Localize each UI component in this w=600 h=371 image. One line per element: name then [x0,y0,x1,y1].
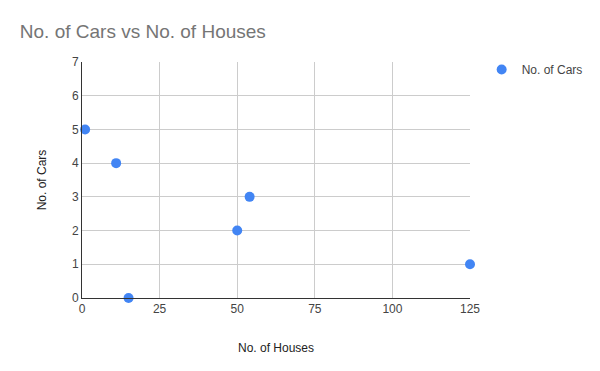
svg-text:25: 25 [153,302,167,316]
svg-text:50: 50 [231,302,245,316]
svg-text:0: 0 [79,302,86,316]
svg-text:No. of Cars vs No. of Houses: No. of Cars vs No. of Houses [20,21,266,42]
svg-text:0: 0 [72,291,79,305]
svg-text:75: 75 [308,302,322,316]
svg-text:1: 1 [72,257,79,271]
svg-text:5: 5 [72,123,79,137]
svg-text:No. of Cars: No. of Cars [35,150,49,211]
svg-text:No. of Cars: No. of Cars [522,63,583,77]
svg-text:7: 7 [72,55,79,69]
svg-text:125: 125 [460,302,480,316]
svg-text:6: 6 [72,89,79,103]
svg-text:2: 2 [72,224,79,238]
svg-text:4: 4 [72,156,79,170]
svg-text:3: 3 [72,190,79,204]
svg-text:No. of Houses: No. of Houses [238,341,314,355]
svg-text:100: 100 [382,302,402,316]
